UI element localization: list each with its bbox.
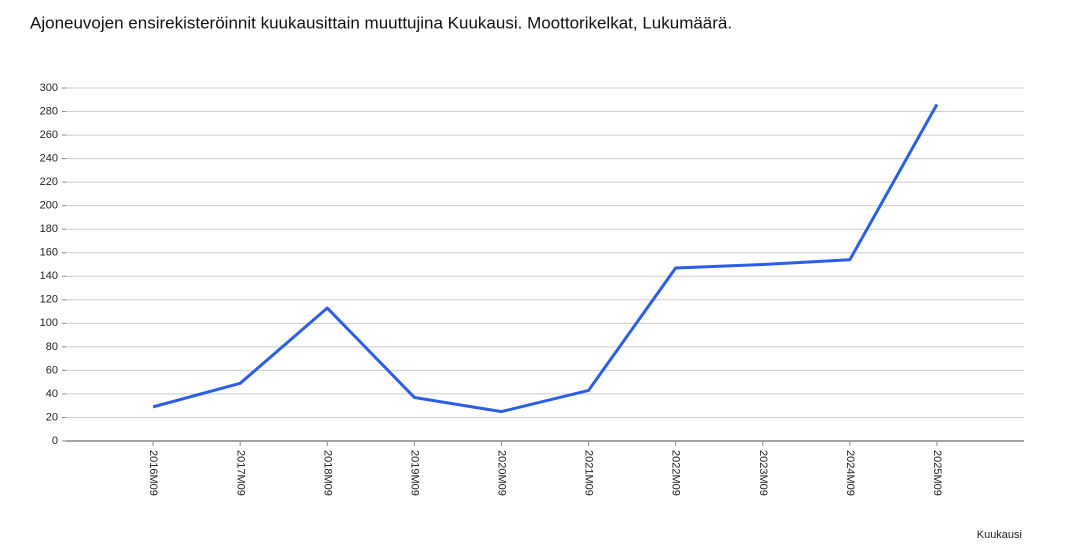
y-tick-label: 280 (40, 105, 58, 117)
x-tick-label: 2016M09 (147, 450, 159, 496)
x-tick-label: 2025M09 (931, 450, 943, 496)
y-tick-label: 0 (52, 435, 58, 447)
y-tick-label: 20 (46, 411, 58, 423)
y-tick-label: 80 (46, 341, 58, 353)
y-tick-label: 260 (40, 129, 58, 141)
x-tick-label: 2022M09 (670, 450, 682, 496)
y-tick-label: 40 (46, 388, 58, 400)
x-tick-label: 2024M09 (844, 450, 856, 496)
x-tick-label: 2017M09 (234, 450, 246, 496)
y-tick-label: 180 (40, 223, 58, 235)
x-tick-label: 2023M09 (757, 450, 769, 496)
y-tick-label: 220 (40, 176, 58, 188)
x-tick-label: 2018M09 (321, 450, 333, 496)
x-axis-label: Kuukausi (977, 529, 1022, 541)
data-line (152, 103, 939, 414)
x-tick-label: 2019M09 (408, 450, 420, 496)
chart-title: Ajoneuvojen ensirekisteröinnit kuukausit… (30, 13, 732, 32)
y-tick-label: 100 (40, 317, 58, 329)
x-tick-label: 2021M09 (583, 450, 595, 496)
y-tick-label: 160 (40, 247, 58, 259)
y-tick-label: 120 (40, 294, 58, 306)
y-tick-label: 140 (40, 270, 58, 282)
y-tick-label: 60 (46, 364, 58, 376)
y-tick-label: 200 (40, 200, 58, 212)
x-tick-label: 2020M09 (496, 450, 508, 496)
y-tick-label: 240 (40, 153, 58, 165)
y-tick-label: 300 (40, 82, 58, 94)
